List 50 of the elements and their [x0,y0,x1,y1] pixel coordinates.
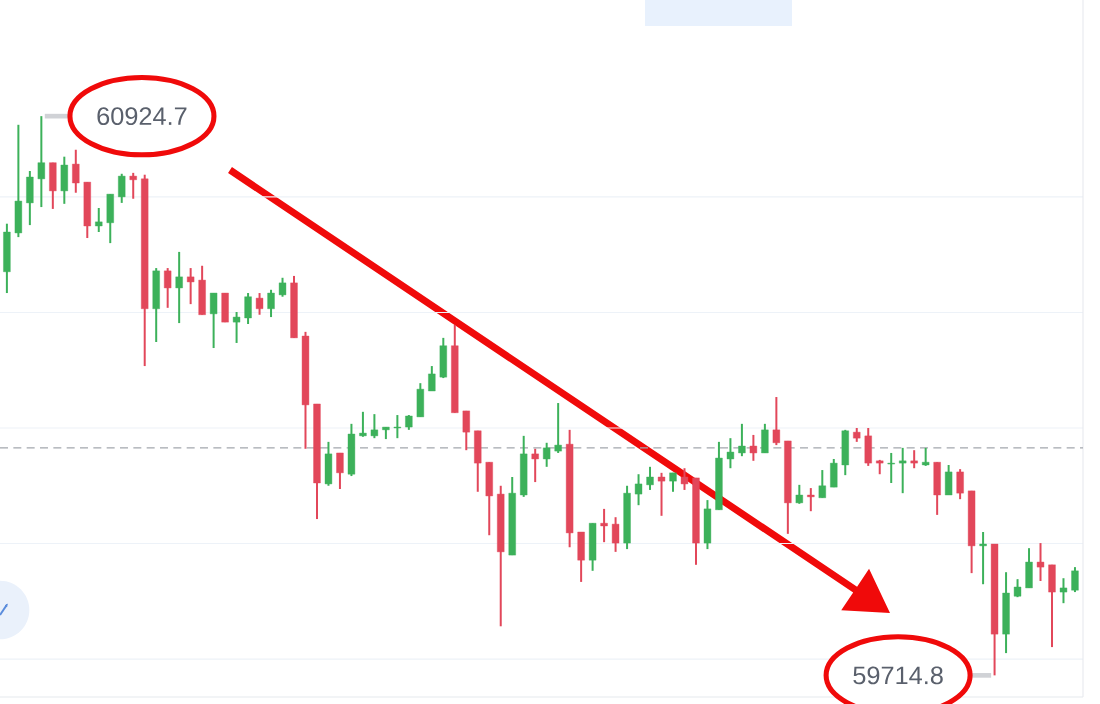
candlestick [370,413,379,440]
candlestick [278,276,287,298]
candlestick [680,467,689,491]
candlestick [646,465,654,491]
candlestick [393,414,402,440]
candlestick [669,471,677,493]
candlestick [244,292,252,325]
candlestick [359,410,367,438]
candlestick [761,422,769,454]
candlestick [129,171,137,200]
candlestick [543,441,551,468]
candlestick [600,507,608,544]
candlestick [336,451,344,491]
candlestick [887,451,895,484]
candlestick [95,206,103,234]
candlestick [749,433,758,462]
candlestick [657,471,666,517]
candlestick [922,446,930,467]
candlestick [164,267,172,309]
candlestick [910,449,918,470]
candlestick [611,516,620,553]
candlestick [795,483,803,505]
candlestick [72,148,80,194]
candlestick [807,487,815,513]
candlestick [428,365,436,393]
candlestick [1071,566,1079,594]
candlestick [37,115,45,209]
candlestick [462,409,470,452]
candlestick [818,469,826,499]
candlestick [634,473,643,507]
candlestick [772,396,781,447]
annotation: 59714.8 [853,666,943,685]
candlestick [956,468,964,501]
candlestick [187,267,195,306]
candlestick [554,402,562,454]
candlestick [267,288,275,319]
candlestick [979,531,987,586]
candlestick [531,447,539,484]
candlestick [175,250,183,325]
candlestick [1059,577,1068,605]
candlestick [232,310,241,344]
annotation: 60924.7 [97,107,187,126]
candlestick [738,422,746,458]
candlestick [255,292,264,316]
candlestick [899,446,907,495]
candlestick [209,292,218,350]
candlestick [1036,542,1045,582]
candlestick [118,172,126,204]
candlestick [944,463,953,497]
candlestick [726,437,735,470]
